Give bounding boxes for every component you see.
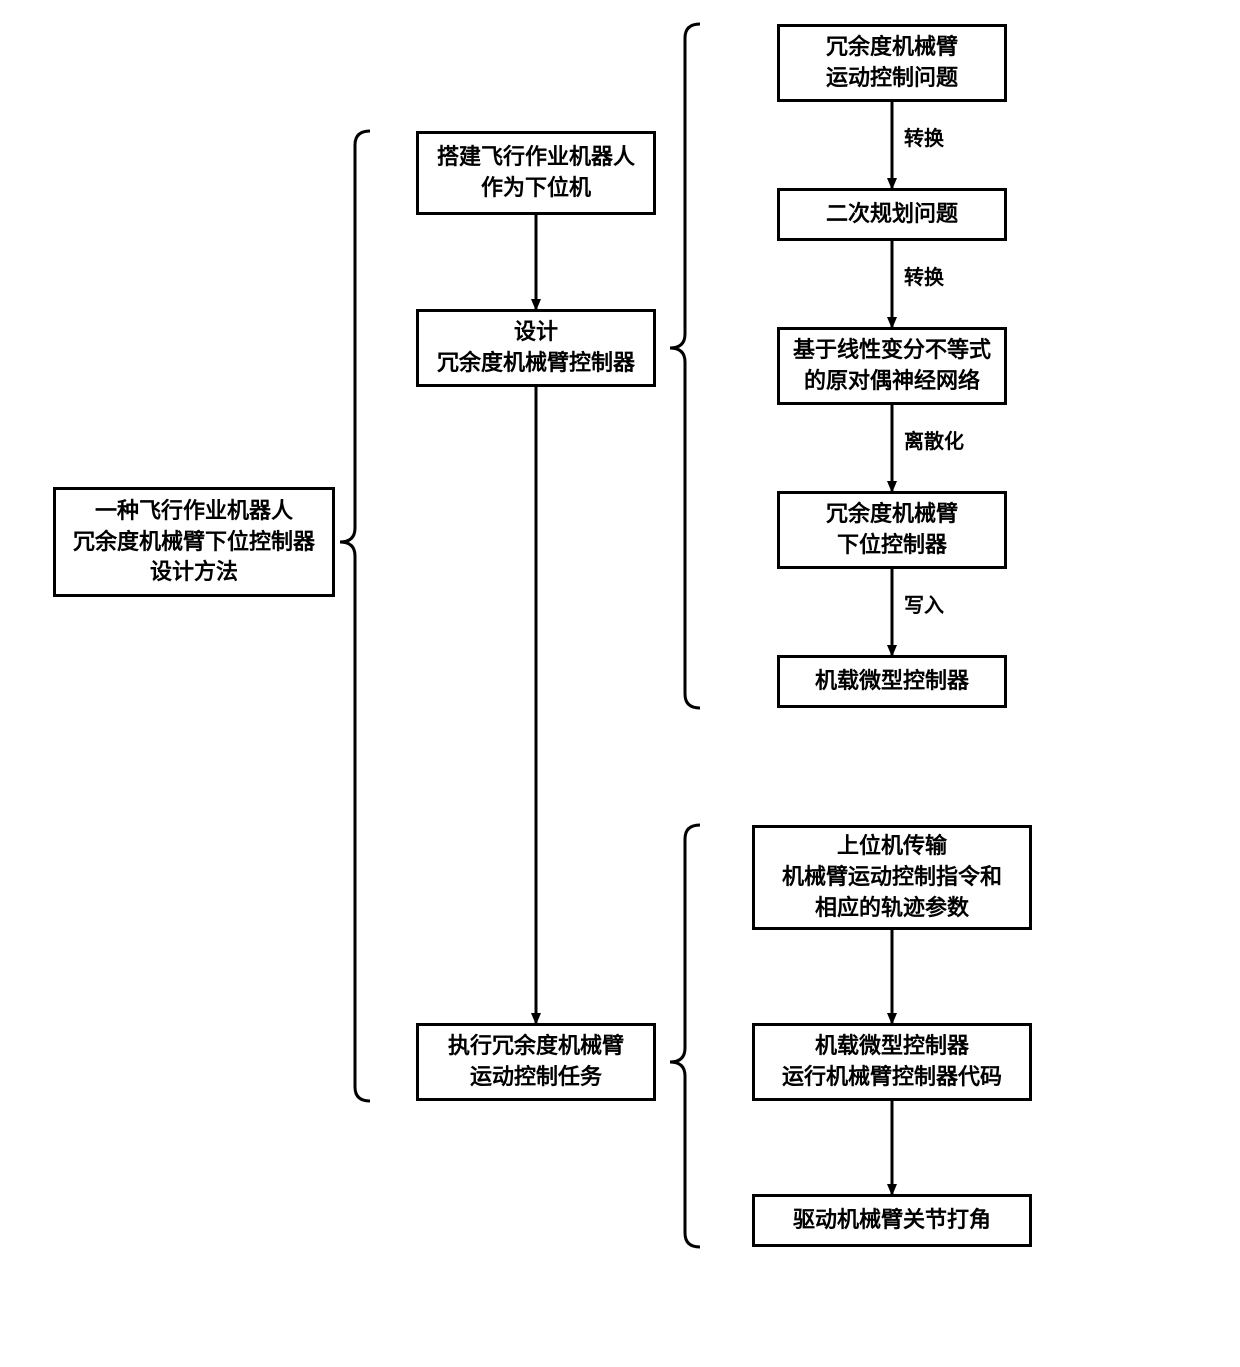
node-r5: 机载微型控制器: [777, 655, 1007, 708]
edge-label-e4: 写入: [904, 589, 944, 618]
edge-label-e2: 转换: [904, 261, 944, 290]
node-mid2: 设计冗余度机械臂控制器: [416, 309, 656, 387]
node-b1: 上位机传输机械臂运动控制指令和相应的轨迹参数: [752, 825, 1032, 930]
node-root: 一种飞行作业机器人冗余度机械臂下位控制器设计方法: [53, 487, 335, 597]
node-b2: 机载微型控制器运行机械臂控制器代码: [752, 1023, 1032, 1101]
node-b3: 驱动机械臂关节打角: [752, 1194, 1032, 1247]
node-r3: 基于线性变分不等式的原对偶神经网络: [777, 327, 1007, 405]
edge-label-e3: 离散化: [904, 425, 964, 454]
brace-0: [340, 131, 370, 1101]
edge-label-e1: 转换: [904, 122, 944, 151]
brace-2: [670, 825, 700, 1247]
brace-1: [670, 24, 700, 708]
node-r1: 冗余度机械臂运动控制问题: [777, 24, 1007, 102]
node-r4: 冗余度机械臂下位控制器: [777, 491, 1007, 569]
node-r2: 二次规划问题: [777, 188, 1007, 241]
flowchart-canvas: 一种飞行作业机器人冗余度机械臂下位控制器设计方法 搭建飞行作业机器人作为下位机设计…: [0, 0, 1240, 1367]
node-mid1: 搭建飞行作业机器人作为下位机: [416, 131, 656, 215]
node-mid3: 执行冗余度机械臂运动控制任务: [416, 1023, 656, 1101]
